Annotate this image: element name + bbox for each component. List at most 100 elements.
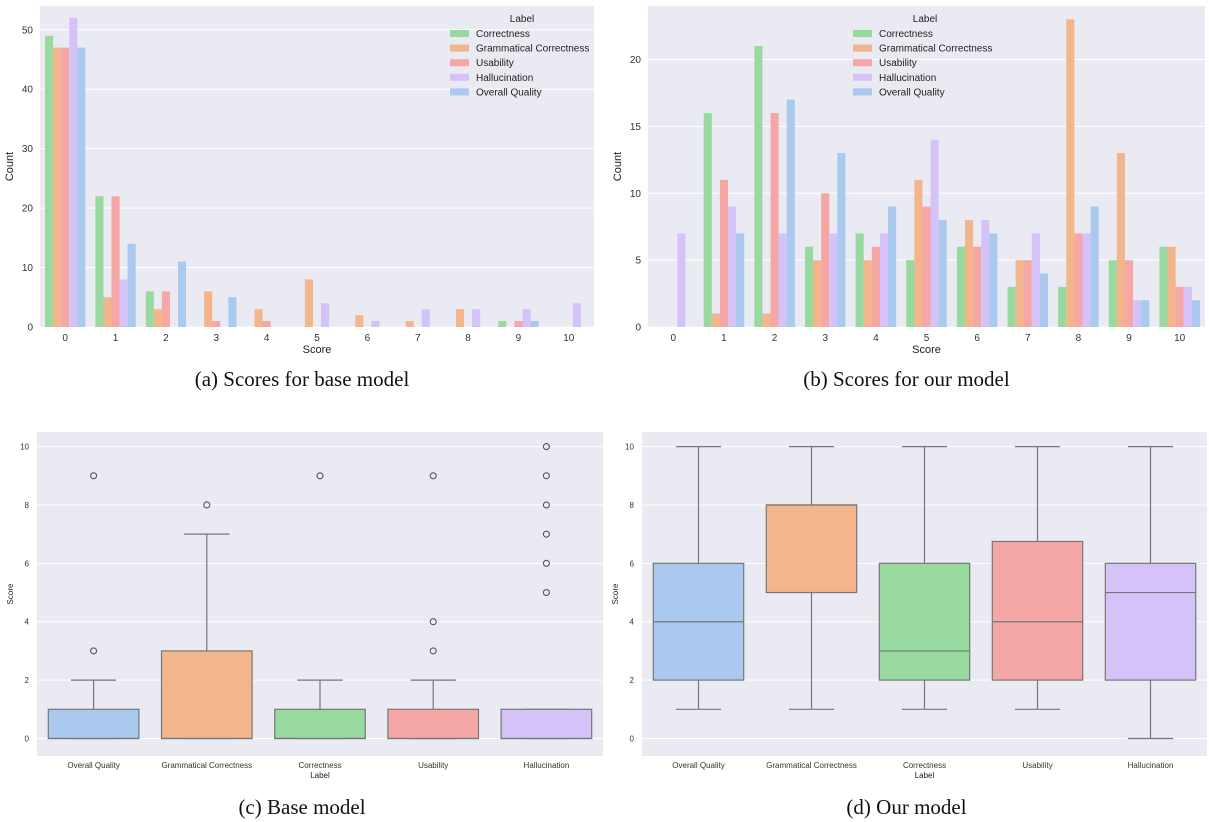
bar [770,113,779,327]
x-tick-label: Grammatical Correctness [766,761,857,770]
bar [804,246,814,327]
bar [95,196,104,327]
legend-label: Grammatical Correctness [879,44,992,55]
outlier-point [429,647,437,655]
bar [355,315,364,327]
legend-label: Overall Quality [476,87,542,98]
y-tick-label: 30 [22,144,34,155]
bar [572,303,581,327]
y-tick-label: 40 [22,85,34,96]
x-tick-label: 1 [721,333,727,344]
chart-b-bars-by-score: 0 5 10 15 20 0 1 2 3 4 5 6 7 8 9 10 Score Count Label Corre… [612,6,1205,356]
panel-d: 0 2 4 6 8 10 Overall Quality Grammatical Correc… [604,422,1209,822]
bar [1031,233,1040,327]
outlier-point [542,443,550,451]
bar [1191,300,1200,327]
x-tick-label: Overall Quality [672,761,724,770]
bar [837,153,846,327]
bar [145,291,154,327]
bar [254,309,263,327]
bar [778,233,787,327]
bar [1116,153,1125,327]
bar [938,220,947,327]
outlier-point [316,472,324,480]
box [274,708,366,740]
bar [371,321,380,327]
bar [973,246,982,327]
legend-label: Correctness [476,29,530,40]
y-tick-label: 20 [22,204,34,215]
bar [871,246,880,327]
y-tick-label: 5 [635,256,641,267]
x-tick-label: 2 [163,333,169,344]
bar [703,113,712,327]
legend-swatch [853,59,872,67]
bar [989,233,998,327]
panel-b: 0 5 10 15 20 0 1 2 3 4 5 6 7 8 9 10 Score Count Label Corre… [604,0,1209,400]
y-axis-label: Count [4,152,16,181]
x-tick-label: 0 [62,333,68,344]
bar [863,260,872,327]
bar [1023,260,1032,327]
x-tick-label: 6 [974,333,980,344]
bar [981,220,990,327]
x-tick-label: 3 [822,333,828,344]
legend-swatch [450,59,469,67]
legend-label: Grammatical Correctness [476,44,589,55]
panel-c: 0 2 4 6 8 10 Overall Quality Grammatical Correc… [0,422,604,822]
y-tick-label: 6 [630,559,635,568]
y-tick-label: 50 [22,25,34,36]
outlier-point [542,530,550,538]
bar [1108,260,1117,327]
bar [45,35,54,327]
x-tick-label: 8 [465,333,471,344]
outlier-point [542,559,550,567]
box [878,562,971,681]
x-tick-label: Grammatical Correctness [161,761,252,770]
y-tick-label: 0 [27,323,33,334]
bar [321,303,330,327]
x-tick-label: 7 [1025,333,1031,344]
bar [1183,286,1192,327]
x-tick-label: 7 [415,333,421,344]
x-axis-label: Score [303,344,332,356]
legend-swatch [853,30,872,37]
bar [719,179,729,327]
x-tick-label: 4 [873,333,879,344]
y-tick-label: 0 [635,323,641,334]
bar [1175,286,1184,327]
y-tick-label: 4 [630,618,635,627]
bar [212,321,221,327]
x-tick-label: 9 [1126,333,1132,344]
bar [1159,246,1168,327]
x-tick-label: Usability [418,761,448,770]
legend-label: Usability [476,58,514,69]
x-tick-label: Correctness [903,761,946,770]
bar [1007,286,1016,327]
bar [1090,206,1099,327]
bar [69,17,78,328]
x-tick-label: 5 [314,333,320,344]
bar [754,46,763,327]
x-tick-label: 6 [365,333,371,344]
box [500,708,593,740]
outlier-point [429,472,437,480]
legend-swatch [853,88,872,96]
x-axis-label: Label [915,771,935,780]
box [387,708,480,740]
outlier-point [90,472,98,480]
outlier-point [542,501,550,509]
legend-label: Usability [879,58,917,69]
y-tick-label: 2 [25,676,30,685]
outlier-point [542,588,550,597]
x-tick-label: 8 [1076,333,1082,344]
legend-swatch [853,73,872,81]
bar [177,261,187,327]
y-axis-label: Count [612,152,624,181]
outlier-point [542,472,550,480]
bar [1082,233,1091,327]
y-tick-label: 15 [630,122,642,133]
legend-label: Correctness [879,29,933,40]
bar [813,260,822,327]
bar [262,321,271,327]
